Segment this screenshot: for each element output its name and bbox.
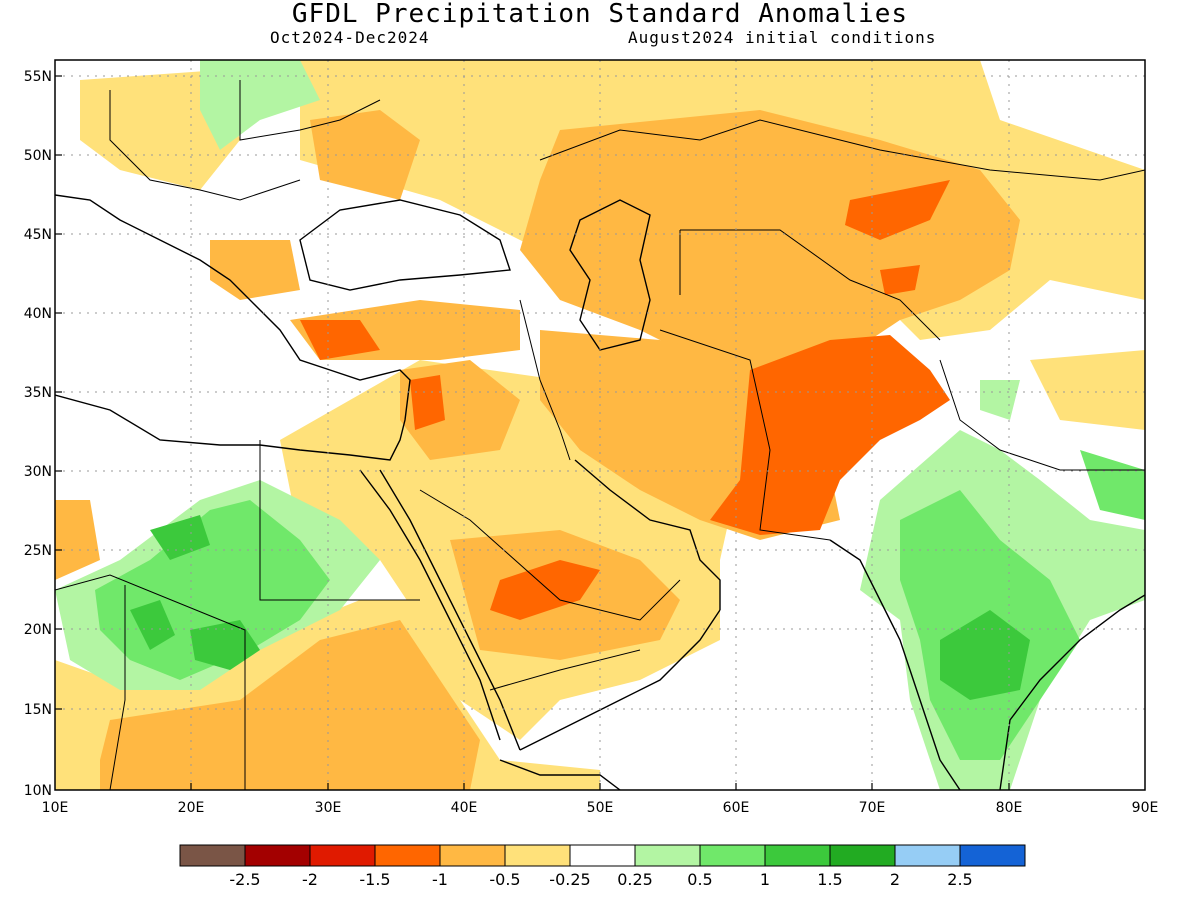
colorbar-swatch [634, 844, 701, 867]
border-central-asia-1 [680, 229, 941, 341]
dry-strong-region-turkey [300, 320, 380, 360]
wet-strong-region-india [940, 610, 1030, 700]
dry-strong-region-afghanistan [710, 335, 950, 535]
colorbar-swatch [504, 844, 571, 867]
colorbar-tick-label: -1.5 [359, 870, 390, 889]
colorbar-tick-label: 2 [890, 870, 900, 889]
colorbar-tick-label: 1 [760, 870, 770, 889]
longitude-labels: 10E 20E 30E 40E 50E 60E 70E 80E 90E [42, 800, 1159, 816]
border-mideast-2 [659, 329, 831, 541]
lat-label: 30N [24, 464, 52, 480]
lat-label: 40N [24, 306, 52, 322]
dry-strong-region-levant [410, 375, 445, 430]
border-yemen [489, 649, 641, 691]
persian-gulf-coast [574, 459, 721, 610]
lat-label: 35N [24, 385, 52, 401]
latitude-labels: 55N 50N 45N 40N 35N 30N 25N 20N 15N 10N [24, 69, 52, 799]
dry-strong-region-arabia [490, 560, 600, 620]
red-sea-coast [359, 469, 501, 741]
wet-weak-region-himalaya [980, 380, 1020, 420]
colorbar-swatch [309, 844, 376, 867]
map-title: GFDL Precipitation Standard Anomalies [291, 0, 909, 29]
gridlines [55, 60, 1145, 790]
colorbar-swatch [439, 844, 506, 867]
lat-label: 15N [24, 702, 52, 718]
lon-label: 20E [178, 800, 205, 816]
arabia-south-coast [519, 609, 721, 751]
initial-conditions: August2024 initial conditions [628, 28, 937, 47]
india-east-coast [999, 594, 1145, 790]
colorbar-swatch [569, 844, 636, 867]
lat-label: 25N [24, 543, 52, 559]
colorbar-swatch [244, 844, 311, 867]
india-west-coast [829, 539, 961, 790]
tick-marks [55, 75, 1010, 790]
dry-weak-region-east [1030, 350, 1145, 430]
border-mideast-1 [519, 299, 571, 461]
colorbar-swatch [829, 844, 896, 867]
wet-strong-region-libya [150, 515, 210, 560]
colorbar-tick-label: 1.5 [817, 870, 842, 889]
dry-strong-region-kazakhstan [845, 180, 950, 240]
colorbar-swatch [374, 844, 441, 867]
colorbar-swatch [894, 844, 961, 867]
coastlines [55, 194, 1145, 790]
forecast-period: Oct2024-Dec2024 [270, 28, 430, 47]
anomaly-shading [55, 60, 1145, 790]
lon-label: 30E [315, 800, 342, 816]
lat-label: 45N [24, 227, 52, 243]
colorbar-tick-label: -2.5 [229, 870, 260, 889]
border-europe-2 [239, 80, 381, 141]
lat-label: 50N [24, 148, 52, 164]
border-sahara-1 [55, 574, 246, 790]
lat-label: 20N [24, 622, 52, 638]
colorbar-swatch [699, 844, 766, 867]
lat-label: 55N [24, 69, 52, 85]
border-russia [539, 119, 1145, 181]
red-sea-coast-east [379, 469, 521, 751]
colorbar-tick-label: -1 [432, 870, 448, 889]
lon-label: 70E [859, 800, 886, 816]
colorbar-tick-label: 0.5 [687, 870, 712, 889]
black-sea-coast [299, 199, 511, 291]
border-sahara-2 [259, 440, 420, 601]
colorbar: -2.5 -2 -1.5 -1 -0.5 -0.25 0.25 0.5 1 1.5 2 2.5 [179, 844, 1026, 889]
colorbar-tick-label: -2 [302, 870, 318, 889]
lon-label: 80E [996, 800, 1023, 816]
africa-horn-coast [499, 759, 621, 790]
mediterranean-coast [55, 194, 411, 461]
lon-label: 50E [587, 800, 614, 816]
border-africa-3 [109, 585, 126, 790]
lon-label: 60E [723, 800, 750, 816]
dry-moderate-region-ukraine [310, 110, 420, 200]
border-china-india [939, 359, 1145, 471]
dry-moderate-region-west-africa [55, 500, 100, 580]
lat-label: 10N [24, 783, 52, 799]
colorbar-tick-label: -0.5 [489, 870, 520, 889]
dry-strong-region-kyrgyz [880, 265, 920, 295]
wet-moderate-region-east [1080, 450, 1145, 520]
colorbar-tick-label: -0.25 [549, 870, 590, 889]
wet-weak-region-europe [200, 60, 320, 150]
dry-moderate-region-sudan [100, 620, 480, 790]
colorbar-tick-label: 2.5 [947, 870, 972, 889]
border-saudi [419, 489, 681, 621]
colorbar-swatch [764, 844, 831, 867]
colorbar-tick-label: 0.25 [617, 870, 653, 889]
country-borders [55, 80, 1145, 790]
caspian-coast [569, 199, 651, 351]
colorbar-swatch [179, 844, 246, 867]
dry-moderate-region-balkans [210, 240, 300, 300]
lon-label: 10E [42, 800, 69, 816]
lon-label: 90E [1132, 800, 1159, 816]
colorbar-swatch [959, 844, 1026, 867]
border-europe-1 [109, 90, 301, 201]
wet-strong-region-sahara [130, 600, 175, 650]
wet-strong-region-chad [190, 620, 260, 670]
lon-label: 40E [451, 800, 478, 816]
